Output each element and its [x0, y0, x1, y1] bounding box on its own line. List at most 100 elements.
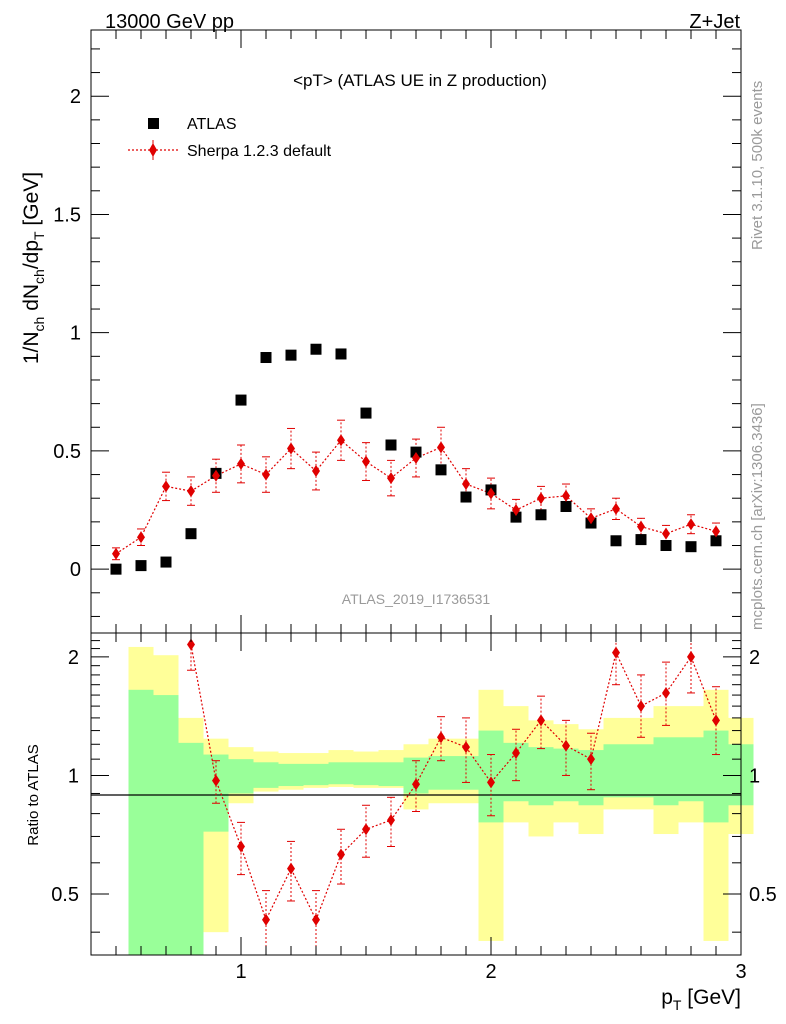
ratio-band-green [428, 756, 454, 790]
ratio-y-tick-label-right: 1 [749, 765, 760, 787]
atlas-point [660, 540, 672, 552]
main-y-tick-label: 1.5 [53, 204, 81, 226]
x-tick-label: 2 [485, 961, 496, 983]
sherpa-ratio-point [312, 913, 320, 926]
sherpa-ratio-point [537, 714, 545, 727]
sherpa-ratio-point [337, 848, 345, 861]
atlas-point [310, 343, 322, 355]
atlas-point [535, 509, 547, 521]
sherpa-main-point [187, 485, 195, 498]
sherpa-main-point [687, 518, 695, 531]
sherpa-main-point [212, 469, 220, 482]
ratio-band-green [628, 744, 654, 798]
ratio-band-green [328, 762, 354, 785]
main-panel: 0 0.5 1 1.5 2 <pT> (ATLAS UE in Z production… [20, 29, 742, 634]
ratio-band-green [603, 744, 629, 798]
atlas-point [610, 535, 622, 547]
ratio-band-green [378, 762, 404, 787]
rivet-label: Rivet 3.1.10, 500k events [749, 81, 766, 250]
sherpa-main-point [562, 489, 570, 502]
sherpa-ratio-point [237, 840, 245, 853]
atlas-point [185, 528, 197, 540]
mcplots-label: mcplots.cern.ch [arXiv:1306.3436] [749, 403, 766, 630]
sherpa-main-point [612, 502, 620, 515]
atlas-point [560, 500, 572, 512]
legend-sherpa-label: Sherpa 1.2.3 default [187, 143, 332, 160]
y-axis-label: 1/Nch dNch/dpT [GeV] [20, 172, 47, 364]
sherpa-ratio-point [287, 862, 295, 875]
ratio-band-green [278, 763, 304, 787]
ratio-y-tick-label-left: 1 [68, 765, 79, 787]
ratio-band-green [128, 689, 154, 955]
sherpa-main-point [362, 455, 370, 468]
ratio-band-green [253, 762, 279, 788]
ratio-band-green [178, 742, 204, 955]
sherpa-main-point [637, 520, 645, 533]
atlas-point [635, 534, 647, 546]
sherpa-main-point [587, 512, 595, 525]
sherpa-main-point [287, 442, 295, 455]
sherpa-ratio-point [512, 747, 520, 760]
sherpa-main-point [662, 527, 670, 540]
sherpa-ratio-point [712, 714, 720, 727]
main-title: <pT> (ATLAS UE in Z production) [293, 71, 547, 90]
ratio-y-tick-label-right: 0.5 [749, 884, 777, 906]
ratio-y-tick-label-left: 2 [68, 647, 79, 669]
sherpa-main-point [312, 465, 320, 478]
x-axis-label: pT [GeV] [661, 986, 741, 1013]
sherpa-main-point [537, 492, 545, 505]
ratio-band-green [353, 762, 379, 786]
ratio-y-tick-label-left: 0.5 [51, 884, 79, 906]
sherpa-ratio-point [662, 686, 670, 699]
atlas-point [685, 541, 697, 553]
ratio-band-green [678, 737, 704, 802]
sherpa-main-point [712, 525, 720, 538]
sherpa-main-point [162, 480, 170, 493]
sherpa-ratio-point [362, 823, 370, 836]
atlas-point [285, 349, 297, 361]
sherpa-ratio-point [437, 731, 445, 744]
ratio-band-green [228, 759, 254, 794]
watermark: ATLAS_2019_I1736531 [342, 591, 491, 607]
ratio-band-green [153, 695, 179, 955]
atlas-point [260, 352, 272, 364]
sherpa-ratio-point [187, 638, 195, 651]
ratio-band-green [653, 737, 679, 806]
main-y-tick-label: 2 [70, 86, 81, 108]
sherpa-ratio-point [212, 774, 220, 787]
sherpa-main-point [412, 452, 420, 465]
atlas-point [510, 511, 522, 523]
ratio-band-green [703, 730, 729, 823]
legend-atlas-label: ATLAS [187, 116, 237, 133]
atlas-point [135, 560, 147, 572]
atlas-point [435, 464, 447, 476]
sherpa-main-point [112, 547, 120, 560]
atlas-point [335, 348, 347, 360]
main-y-tick-label: 0 [70, 559, 81, 581]
atlas-point [460, 491, 472, 503]
x-tick-label: 3 [735, 961, 746, 983]
atlas-point [160, 556, 172, 568]
legend: ATLAS Sherpa 1.2.3 default [128, 116, 332, 160]
sherpa-main-point [437, 441, 445, 454]
sherpa-ratio-point [462, 741, 470, 754]
atlas-point [235, 394, 247, 406]
ratio-panel: 0.5 0.5 1 1 2 2 1 2 3 Ratio to ATLAS pT [GeV] [25, 632, 777, 1013]
header-right: Z+Jet [689, 11, 740, 33]
sherpa-ratio-point [487, 776, 495, 789]
x-tick-label: 1 [235, 961, 246, 983]
sherpa-ratio-point [587, 753, 595, 766]
sherpa-main-point [262, 468, 270, 481]
ratio-y-axis-label: Ratio to ATLAS [25, 744, 42, 845]
sherpa-ratio-point [687, 650, 695, 663]
atlas-point [110, 563, 122, 575]
sherpa-ratio-point [387, 814, 395, 827]
sherpa-ratio-point [562, 739, 570, 752]
sherpa-main-point [512, 504, 520, 517]
ratio-y-tick-label-right: 2 [749, 647, 760, 669]
sherpa-main-point [462, 478, 470, 491]
sherpa-main-point [337, 434, 345, 447]
sherpa-ratio-point [612, 646, 620, 659]
main-y-tick-label: 0.5 [53, 441, 81, 463]
